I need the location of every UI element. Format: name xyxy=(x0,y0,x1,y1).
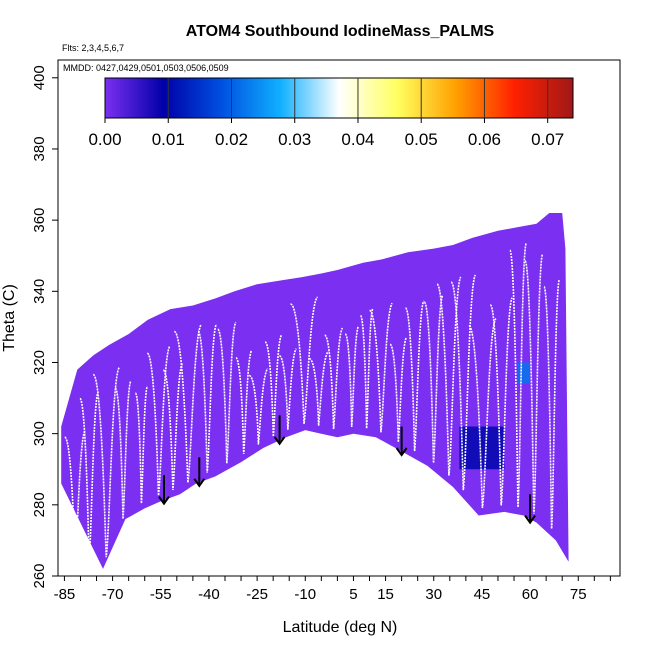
colorbar: 0.00 0.01 0.02 0.03 0.04 0.05 0.06 0.07 xyxy=(88,77,574,149)
flight-track xyxy=(92,366,121,558)
flight-track xyxy=(404,300,425,452)
colorbar-tick-label: 0.07 xyxy=(531,130,564,149)
flight-track xyxy=(79,390,100,562)
arrow-head xyxy=(158,496,170,506)
flight-track xyxy=(468,318,497,509)
flight-track xyxy=(248,368,269,445)
flight-track xyxy=(197,323,218,473)
data-coverage xyxy=(61,213,569,569)
y-tick-label: 400 xyxy=(31,65,48,90)
flight-track xyxy=(162,362,184,491)
arrow-head xyxy=(395,447,408,457)
arrow-head xyxy=(524,515,536,525)
flight-track xyxy=(450,274,477,491)
flight-track xyxy=(509,242,527,508)
colorbar-tick-label: 0.06 xyxy=(468,130,501,149)
flight-track xyxy=(173,323,203,483)
y-tick-label: 300 xyxy=(31,421,48,446)
y-tick-label: 260 xyxy=(31,563,48,588)
x-tick-label: -85 xyxy=(54,586,76,603)
flight-track xyxy=(323,327,344,430)
flight-track xyxy=(114,380,132,519)
x-tick-label: 75 xyxy=(570,586,587,603)
axes: -85 -70 -55 -40 -25 -10 5 15 30 45 60 75 260 280 300 32… xyxy=(31,59,621,603)
colorbar-tick-label: 0.00 xyxy=(88,130,121,149)
y-tick-label: 380 xyxy=(31,136,48,161)
x-tick-label: -10 xyxy=(294,586,316,603)
flight-track xyxy=(289,296,319,425)
y-tick-label: 280 xyxy=(31,492,48,517)
x-tick-label: 45 xyxy=(474,586,491,603)
x-tick-label: -40 xyxy=(198,586,220,603)
flight-track xyxy=(308,350,329,426)
x-axis-label: Latitude (deg N) xyxy=(283,619,398,636)
colorbar-tick-label: 0.01 xyxy=(152,130,185,149)
y-axis-label: Theta (C) xyxy=(1,284,18,352)
flight-track xyxy=(543,279,561,529)
arrow-head xyxy=(193,478,206,488)
chart-title: ATOM4 Southbound IodineMass_PALMS xyxy=(186,23,495,40)
enhanced-region xyxy=(459,426,505,470)
flight-track xyxy=(423,294,444,464)
flight-track xyxy=(368,302,393,433)
flight-track xyxy=(134,385,149,504)
flight-track xyxy=(436,276,462,476)
y-tick-label: 320 xyxy=(31,350,48,375)
flight-track xyxy=(344,326,359,428)
colorbar-tick-label: 0.05 xyxy=(405,130,438,149)
flight-track xyxy=(489,297,513,506)
y-tick-label: 360 xyxy=(31,208,48,233)
x-tick-label: -55 xyxy=(150,586,172,603)
flight-track xyxy=(278,348,297,430)
flight-track xyxy=(235,350,253,454)
enhanced-region xyxy=(517,362,531,384)
plot-frame xyxy=(57,59,621,577)
x-tick-label: -70 xyxy=(102,586,124,603)
flight-track xyxy=(524,253,544,514)
flight-track xyxy=(359,308,374,429)
flight-track xyxy=(217,321,237,464)
flight-track xyxy=(264,334,283,437)
plot-area xyxy=(61,213,569,569)
y-tick-label: 340 xyxy=(31,279,48,304)
x-tick-label: 5 xyxy=(349,586,357,603)
x-tick-label: 30 xyxy=(425,586,442,603)
colorbar-tick-label: 0.03 xyxy=(278,130,311,149)
x-tick-label: -25 xyxy=(246,586,268,603)
colorbar-tick-label: 0.04 xyxy=(341,130,374,149)
colorbar-tick-label: 0.02 xyxy=(215,130,248,149)
flights-note: Flts: 2,3,4,5,6,7 xyxy=(62,43,124,53)
flight-track xyxy=(146,345,171,496)
colorbar-fill xyxy=(104,77,574,119)
arrow-head xyxy=(273,436,286,446)
x-tick-label: 60 xyxy=(522,586,539,603)
x-tick-label: 15 xyxy=(377,586,394,603)
dates-note: MMDD: 0427,0429,0501,0503,0506,0509 xyxy=(63,63,229,73)
